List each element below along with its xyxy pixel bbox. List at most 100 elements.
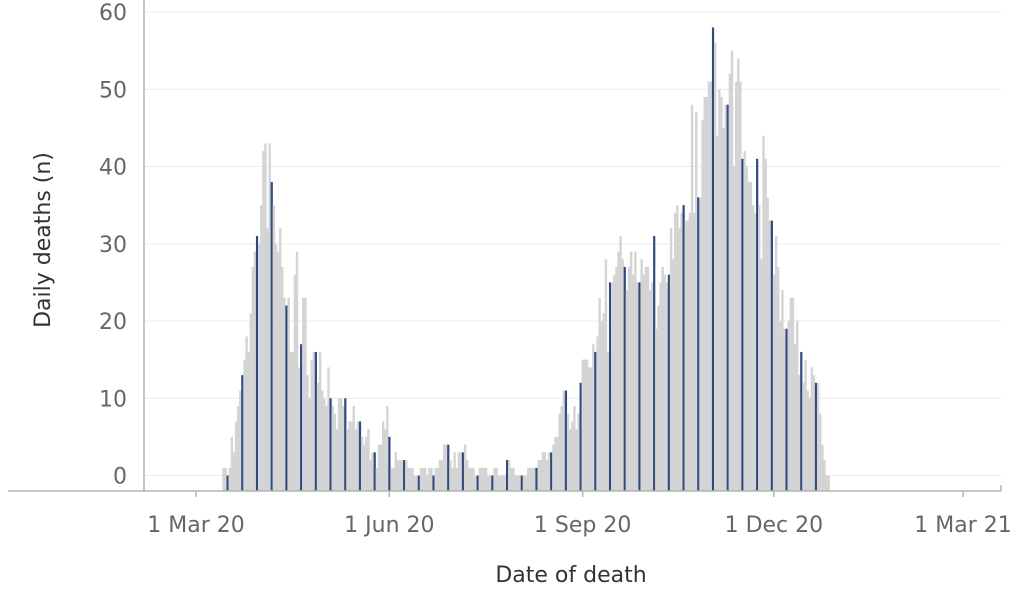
bar (297, 367, 301, 491)
bar (457, 452, 461, 491)
bar (365, 436, 368, 491)
bar (228, 467, 231, 491)
bar-highlight (579, 382, 582, 491)
bar (730, 50, 734, 492)
axes (8, 0, 1002, 497)
bar (493, 467, 496, 491)
bar (407, 467, 410, 491)
bar (480, 467, 484, 491)
bar (356, 421, 360, 491)
bar-highlight (741, 158, 744, 491)
bar (735, 81, 738, 491)
bar (405, 460, 408, 491)
bar (257, 243, 261, 491)
bar (577, 413, 580, 491)
bar (795, 321, 799, 491)
bar (331, 406, 334, 491)
bar (760, 259, 763, 491)
bar (690, 104, 694, 491)
bar (308, 398, 311, 491)
bar (262, 151, 265, 491)
bar (772, 274, 776, 491)
bar-highlight (594, 351, 597, 491)
bar (384, 429, 387, 491)
bar (749, 181, 753, 491)
bar (665, 282, 669, 491)
bar (621, 259, 624, 491)
bar (369, 460, 372, 491)
bar (468, 467, 471, 491)
bar (585, 359, 589, 491)
bar (686, 220, 690, 491)
bar (501, 475, 505, 491)
bar (827, 475, 830, 491)
bar (472, 467, 475, 491)
bar (247, 351, 250, 491)
bar (442, 444, 446, 491)
bar (396, 460, 400, 491)
bar (264, 143, 267, 491)
x-tick-label: 1 Mar 21 (914, 513, 1012, 538)
bar (745, 166, 748, 492)
bar (514, 475, 517, 491)
bar (659, 282, 662, 491)
bar-highlight (476, 475, 479, 491)
bar (583, 359, 587, 491)
bar (619, 236, 622, 491)
bar-highlight (535, 467, 538, 491)
bar (600, 321, 603, 491)
bar (816, 382, 820, 491)
x-tick-labels: 1 Mar 20 1 Jun 20 1 Sep 20 1 Dec 20 1 Mar 21 (147, 513, 1012, 538)
bar (575, 429, 578, 491)
bar (455, 467, 458, 491)
bar (445, 444, 448, 491)
bar (360, 436, 364, 491)
bar (713, 42, 717, 491)
bar-highlight (785, 328, 788, 491)
bar (503, 475, 507, 491)
bar (732, 166, 736, 492)
bar-highlight (255, 236, 259, 491)
bar (543, 452, 547, 491)
bar (381, 421, 385, 491)
bar (644, 266, 648, 491)
bar (590, 367, 593, 491)
bar (249, 313, 252, 491)
bar (251, 266, 255, 491)
bar (629, 251, 633, 491)
bar (279, 228, 282, 492)
y-tick-label: 30 (99, 233, 127, 258)
bar (657, 305, 660, 491)
bar (547, 452, 551, 491)
bar (367, 429, 370, 491)
bar (615, 266, 618, 491)
bar (260, 205, 263, 492)
bar (352, 406, 355, 491)
bar (516, 475, 519, 491)
bar (571, 421, 574, 491)
bar (508, 460, 511, 491)
bar (812, 375, 816, 491)
bar (510, 467, 513, 491)
y-tick-label: 60 (99, 1, 127, 26)
y-tick-label: 20 (99, 310, 127, 335)
bar-highlight (461, 452, 465, 491)
bar (268, 143, 271, 491)
bar (751, 205, 755, 492)
bar (438, 460, 442, 491)
bar (497, 475, 500, 491)
bar (434, 467, 437, 491)
bar (762, 135, 765, 491)
bar-highlight (270, 181, 273, 491)
bar-highlight (373, 452, 376, 491)
bar (781, 290, 784, 491)
bar (545, 460, 549, 491)
bar (566, 413, 570, 491)
bar (684, 220, 687, 491)
bar (768, 220, 772, 491)
bar-highlight (800, 351, 803, 491)
bar (661, 266, 664, 491)
bar (470, 467, 473, 491)
bar (295, 251, 299, 491)
